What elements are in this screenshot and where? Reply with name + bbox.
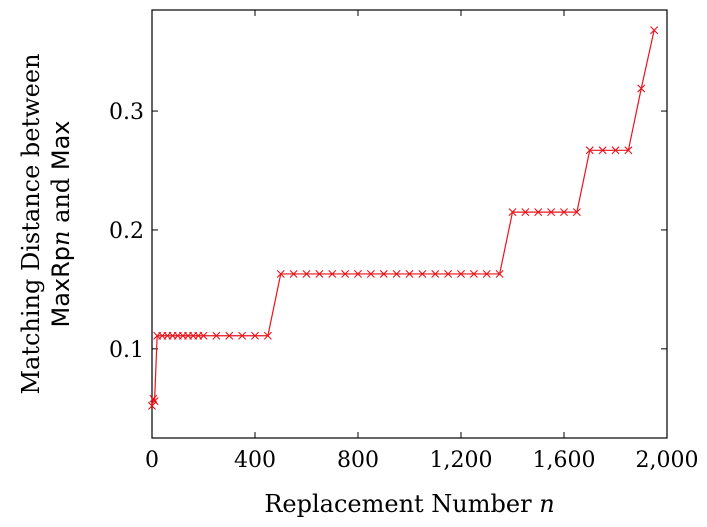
data-point-marker [650, 26, 659, 35]
y-axis-title: Matching Distance between MaxRpn and Max [17, 53, 75, 394]
data-point-marker [148, 401, 156, 410]
data-point-marker [521, 208, 530, 217]
data-point-marker [263, 331, 272, 340]
data-point-marker [238, 331, 247, 340]
x-tick-label: 2,000 [636, 448, 699, 473]
data-point-marker [289, 269, 298, 278]
x-tick-label: 800 [337, 448, 379, 473]
data-point-marker [405, 269, 414, 278]
data-point-marker [366, 269, 375, 278]
data-point-marker [328, 269, 337, 278]
data-point-marker [585, 146, 594, 155]
x-tick-label: 1,600 [533, 448, 596, 473]
y-axis-title-line1: Matching Distance between [17, 53, 45, 394]
x-tick-label: 0 [145, 448, 159, 473]
x-axis-ticks: 0 400 800 1,200 1,600 2,000 [145, 10, 698, 473]
data-point-marker [354, 269, 362, 278]
data-point-marker [149, 394, 158, 403]
data-point-marker [150, 397, 159, 406]
data-point-marker [392, 269, 401, 278]
data-point-marker [212, 331, 221, 340]
x-axis-title: Replacement Number n [264, 490, 554, 518]
data-point-marker [251, 331, 259, 340]
data-point-marker [457, 269, 465, 278]
y-tick-label: 0.2 [109, 219, 144, 244]
data-point-marker [418, 269, 427, 278]
series-layer [148, 26, 659, 410]
data-point-marker [637, 84, 646, 93]
data-point-marker [534, 208, 543, 217]
plot-frame [151, 9, 668, 439]
data-point-marker [560, 208, 568, 217]
series-line [151, 30, 655, 407]
data-point-marker [482, 269, 491, 278]
y-tick-label: 0.3 [109, 100, 144, 125]
y-axis-ticks: 0.1 0.2 0.3 [109, 100, 667, 363]
data-point-marker [624, 146, 633, 155]
data-point-marker [199, 331, 208, 340]
data-point-marker [508, 208, 517, 217]
data-point-marker [611, 146, 620, 155]
data-point-marker [302, 269, 311, 278]
y-tick-label: 0.1 [109, 338, 144, 363]
data-point-marker [379, 269, 388, 278]
x-tick-label: 1,200 [430, 448, 493, 473]
y-axis-title-line2: MaxRpn and Max [47, 120, 75, 327]
data-point-marker [315, 269, 324, 278]
data-point-marker [431, 269, 440, 278]
data-point-marker [469, 269, 478, 278]
data-point-marker [495, 269, 504, 278]
x-tick-label: 400 [234, 448, 276, 473]
data-point-marker [444, 269, 453, 278]
data-point-marker [276, 269, 285, 278]
data-point-marker [547, 208, 556, 217]
data-point-marker [341, 269, 350, 278]
data-point-marker [225, 331, 234, 340]
data-point-marker [598, 146, 607, 155]
data-point-marker [572, 208, 581, 217]
